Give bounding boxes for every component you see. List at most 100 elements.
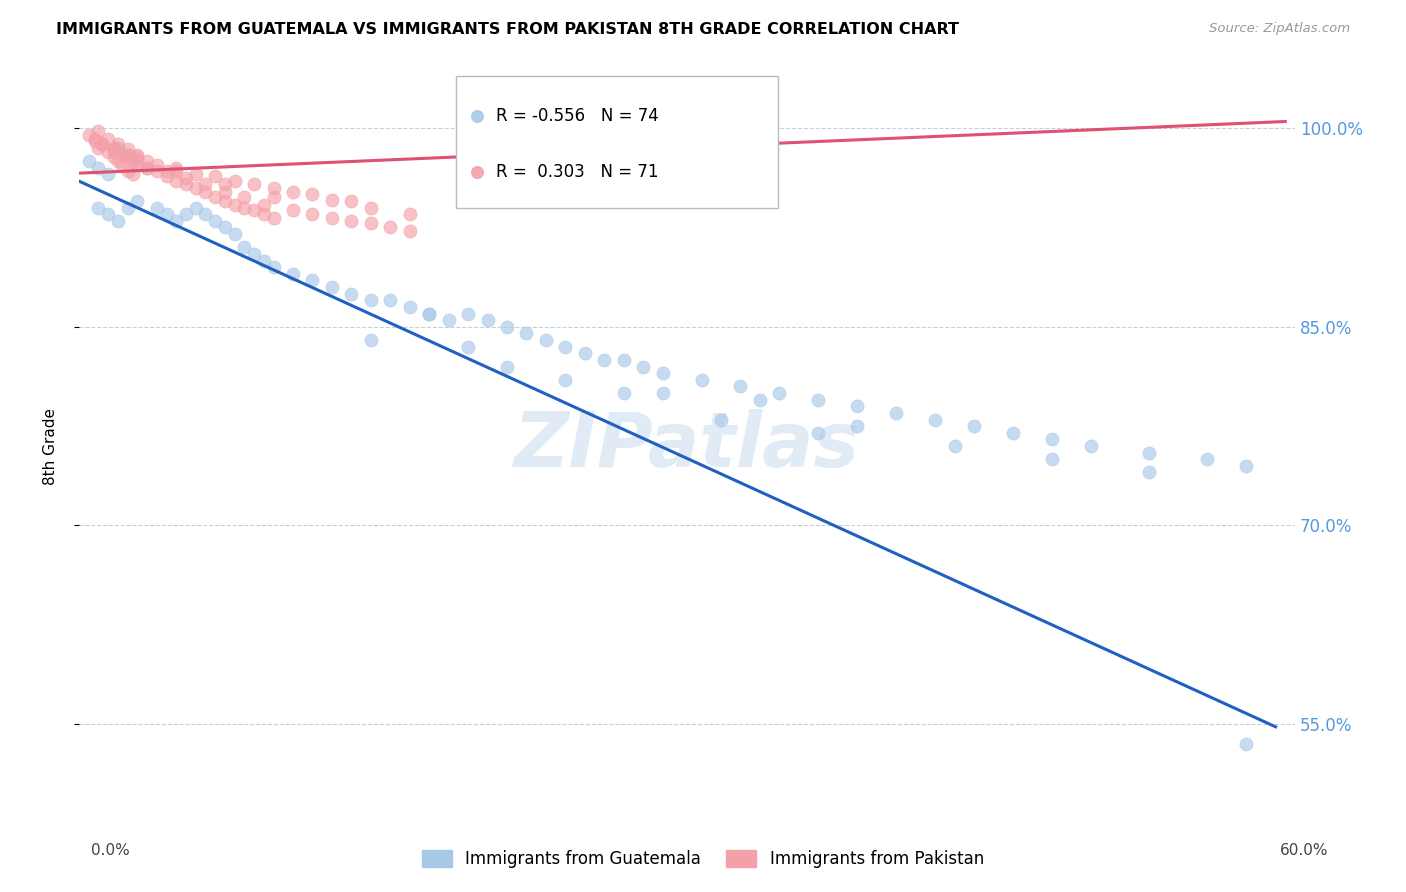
Point xyxy=(301,187,323,202)
Point xyxy=(1234,458,1257,473)
Point xyxy=(165,174,187,188)
Point xyxy=(263,180,285,194)
Point xyxy=(107,141,129,155)
Point xyxy=(146,158,169,172)
Point xyxy=(117,142,139,156)
Point xyxy=(136,161,159,175)
Point xyxy=(253,253,276,268)
Point xyxy=(457,340,479,354)
Point xyxy=(136,154,159,169)
Point xyxy=(117,201,139,215)
Point xyxy=(127,158,149,172)
Point xyxy=(321,280,343,294)
Point xyxy=(103,142,125,156)
Point xyxy=(83,134,105,148)
Point xyxy=(165,214,187,228)
Point xyxy=(846,419,869,434)
Point xyxy=(243,247,266,261)
Point xyxy=(730,379,752,393)
Point xyxy=(1040,452,1063,467)
Point xyxy=(233,190,256,204)
Point xyxy=(122,168,145,182)
Point xyxy=(243,203,266,218)
Point xyxy=(204,190,226,204)
Point xyxy=(690,373,713,387)
Text: R = -0.556   N = 74: R = -0.556 N = 74 xyxy=(496,107,659,125)
Point xyxy=(214,220,236,235)
Point xyxy=(263,190,285,204)
Point xyxy=(184,201,207,215)
Point xyxy=(631,359,654,374)
Point xyxy=(77,128,100,142)
Point xyxy=(963,419,986,434)
Point xyxy=(554,340,576,354)
Point xyxy=(340,214,363,228)
Point xyxy=(943,439,966,453)
Point xyxy=(477,313,499,327)
Point xyxy=(127,154,149,169)
Point xyxy=(224,198,246,212)
Point xyxy=(1137,466,1160,480)
Point xyxy=(884,406,907,420)
Text: ZIPatlas: ZIPatlas xyxy=(515,409,860,483)
Point xyxy=(165,161,187,175)
Point xyxy=(360,217,382,231)
Text: Source: ZipAtlas.com: Source: ZipAtlas.com xyxy=(1209,22,1350,36)
Point xyxy=(321,193,343,207)
Point xyxy=(117,147,139,161)
Text: IMMIGRANTS FROM GUATEMALA VS IMMIGRANTS FROM PAKISTAN 8TH GRADE CORRELATION CHAR: IMMIGRANTS FROM GUATEMALA VS IMMIGRANTS … xyxy=(56,22,959,37)
Point xyxy=(91,136,114,151)
Point xyxy=(184,168,207,182)
FancyBboxPatch shape xyxy=(456,76,778,208)
Point xyxy=(155,163,177,178)
Point xyxy=(127,194,149,208)
Point xyxy=(204,169,226,183)
Point xyxy=(155,169,177,183)
Point xyxy=(710,412,733,426)
Point xyxy=(174,171,197,186)
Point xyxy=(165,163,187,178)
Point xyxy=(97,145,120,159)
Point xyxy=(107,214,129,228)
Point xyxy=(281,267,304,281)
Point xyxy=(496,319,519,334)
Point xyxy=(146,163,169,178)
Point xyxy=(749,392,772,407)
Point xyxy=(515,326,537,341)
Point xyxy=(1001,425,1024,440)
Point xyxy=(380,293,402,308)
Y-axis label: 8th Grade: 8th Grade xyxy=(44,408,58,484)
Point xyxy=(1040,433,1063,447)
Point xyxy=(97,207,120,221)
Point xyxy=(91,136,114,151)
Point xyxy=(846,399,869,413)
Point xyxy=(174,207,197,221)
Point xyxy=(534,333,557,347)
Point xyxy=(253,207,276,221)
Point xyxy=(243,177,266,191)
Point xyxy=(146,201,169,215)
Point xyxy=(340,194,363,208)
Point xyxy=(768,386,790,401)
Point xyxy=(704,303,727,318)
Point xyxy=(321,211,343,226)
Point xyxy=(360,333,382,347)
Text: R =  0.303   N = 71: R = 0.303 N = 71 xyxy=(496,163,658,181)
Point xyxy=(111,147,134,161)
Point xyxy=(301,273,323,287)
Text: 0.0%: 0.0% xyxy=(91,843,131,858)
Point xyxy=(117,147,139,161)
Point xyxy=(281,203,304,218)
Point xyxy=(398,224,420,238)
Point xyxy=(97,132,120,146)
Point xyxy=(103,150,125,164)
Point xyxy=(1234,737,1257,751)
Point xyxy=(136,161,159,175)
Point xyxy=(103,145,125,159)
Point xyxy=(1080,439,1102,453)
Point xyxy=(87,141,110,155)
Point xyxy=(704,203,727,218)
Point xyxy=(87,201,110,215)
Point xyxy=(613,386,636,401)
Point xyxy=(613,352,636,367)
